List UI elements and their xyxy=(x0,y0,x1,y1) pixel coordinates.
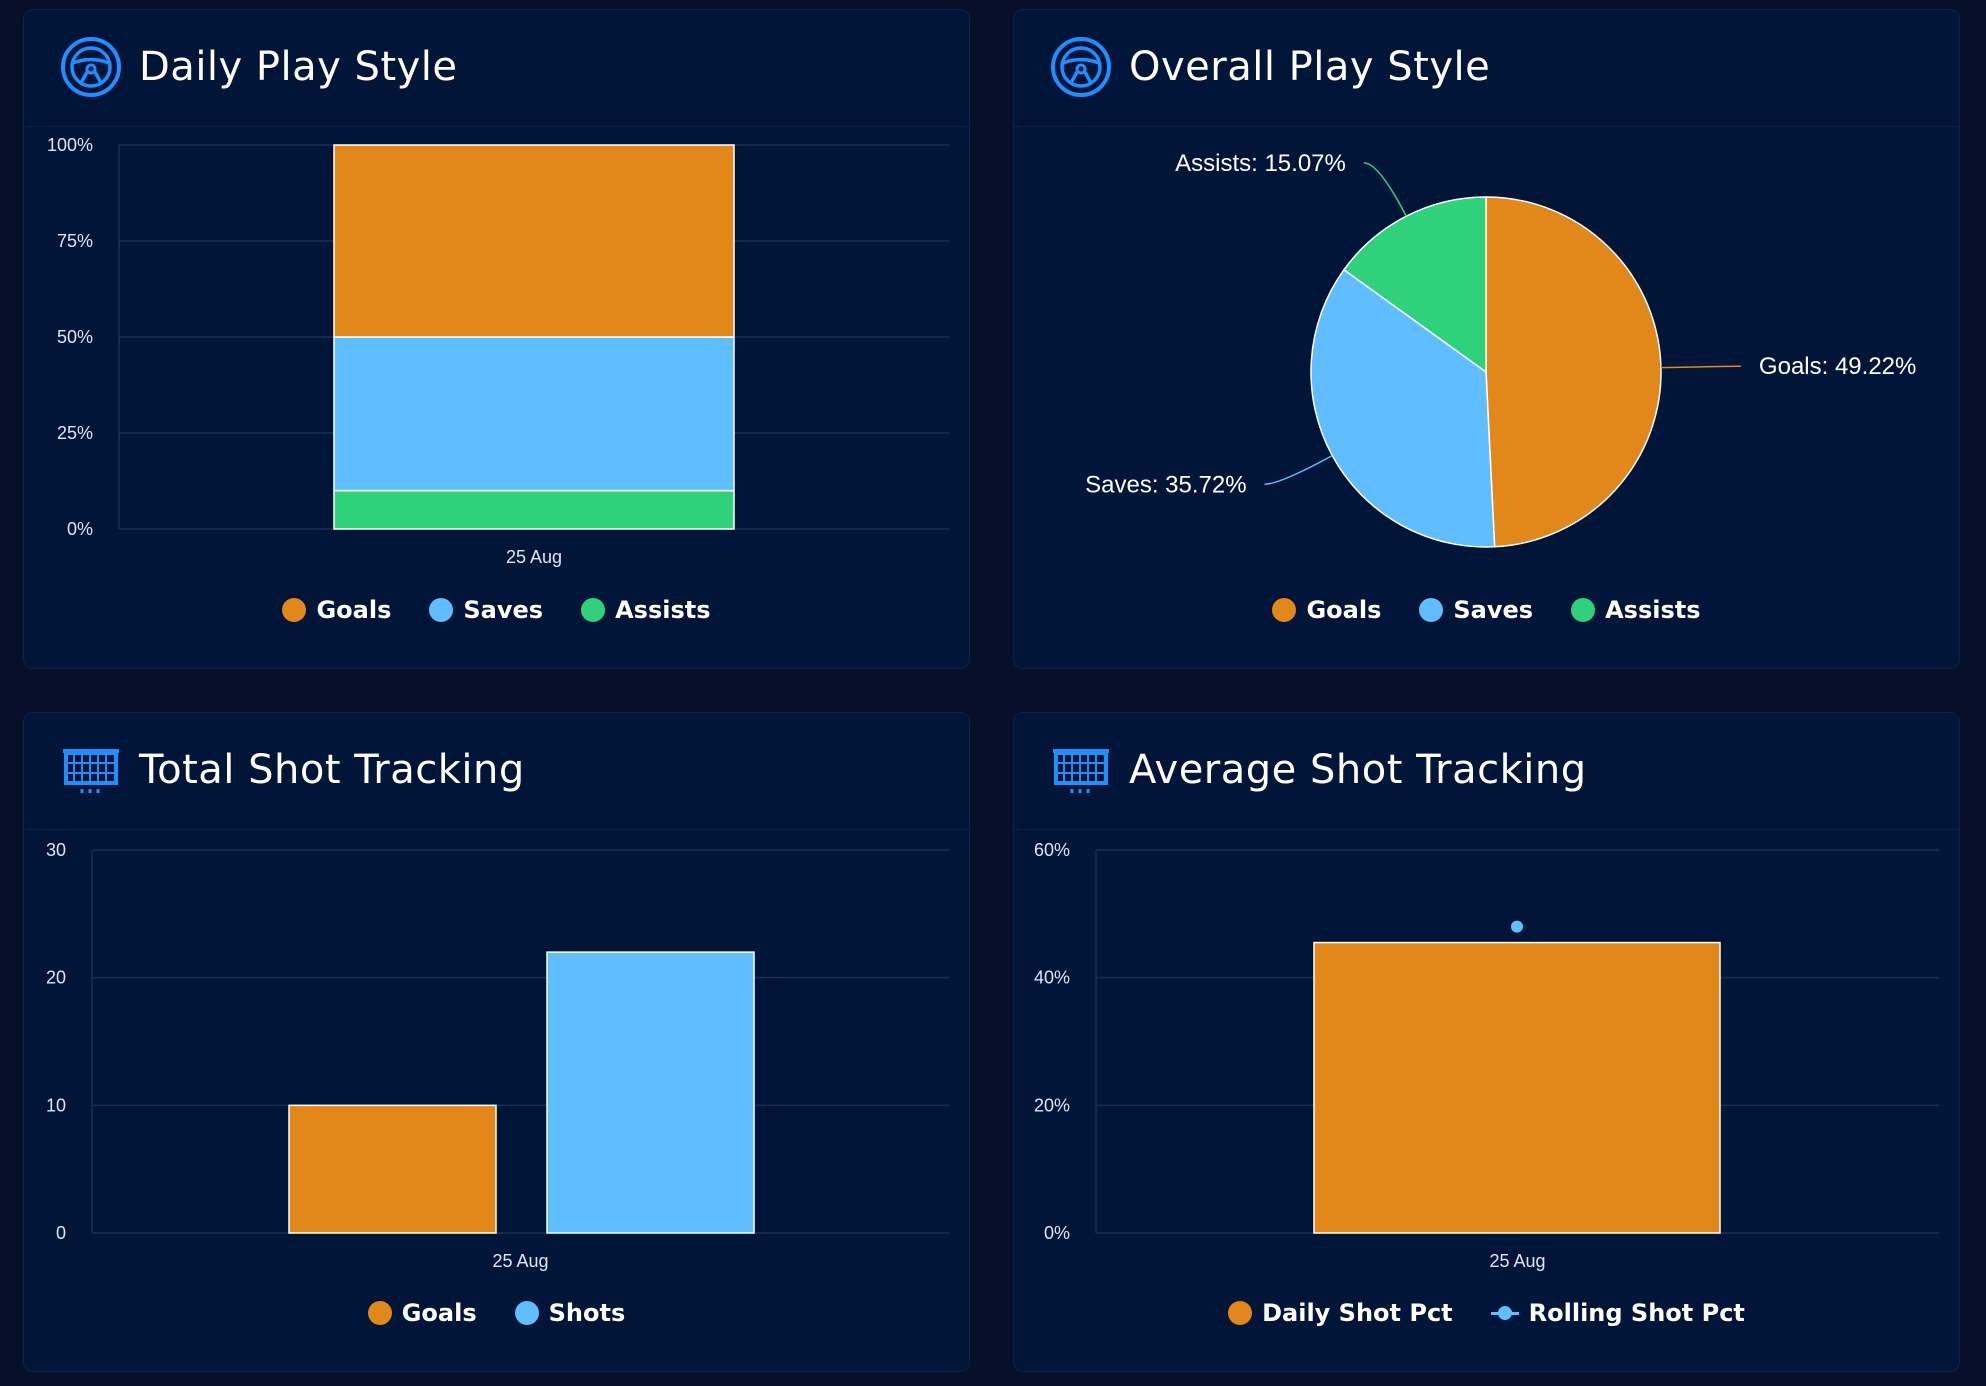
legend-label: Saves xyxy=(1453,596,1534,624)
total-shot-tracking-panel: Total Shot Tracking 0 10 20 30 25 Aug Goals … xyxy=(23,712,970,1372)
legend-swatch xyxy=(429,598,454,622)
legend-label: Rolling Shot Pct xyxy=(1528,1299,1745,1327)
goal-net-icon xyxy=(63,749,119,793)
y-tick-label: 25% xyxy=(57,423,93,443)
average-shot-tracking-chart: 0% 20% 40% 60% 25 Aug xyxy=(1034,840,1939,1271)
legend-swatch xyxy=(1272,598,1297,622)
legend-item-saves[interactable]: Saves xyxy=(429,596,543,624)
panel-header: Total Shot Tracking xyxy=(24,713,969,830)
legend-label: Goals xyxy=(316,596,392,624)
legend-swatch xyxy=(514,1301,539,1325)
y-tick-label: 0% xyxy=(67,519,93,539)
goal-net-icon xyxy=(1053,749,1109,793)
daily-play-style-chart: 0% 25% 50% 75% 100% 25 Aug xyxy=(47,135,949,567)
overall-play-style-panel: Overall Play Style Goals: 49.22% Saves: 3… xyxy=(1013,9,1960,669)
bar-segment-goals xyxy=(333,144,735,338)
legend-swatch xyxy=(1419,598,1444,622)
legend-item-shots[interactable]: Shots xyxy=(514,1299,626,1327)
pie-data-label: Goals: 49.22% xyxy=(1759,353,1916,380)
y-tick-label: 40% xyxy=(1034,968,1070,988)
legend-item-goals[interactable]: Goals xyxy=(367,1299,477,1327)
steering-wheel-icon xyxy=(61,37,121,97)
legend-label: Saves xyxy=(463,596,544,624)
x-tick-label: 25 Aug xyxy=(506,547,562,567)
y-tick-label: 100% xyxy=(47,135,93,155)
pie-label-connector xyxy=(1660,365,1741,369)
chart-legend: Goals Saves Assists xyxy=(1014,596,1959,624)
pie-label-connector xyxy=(1264,454,1333,486)
legend-label: Daily Shot Pct xyxy=(1262,1299,1453,1327)
bar-segment-assists xyxy=(333,489,735,530)
x-tick-label: 25 Aug xyxy=(1489,1251,1545,1271)
legend-item-saves[interactable]: Saves xyxy=(1419,596,1533,624)
pie-data-label: Assists: 15.07% xyxy=(1175,150,1346,177)
daily-play-style-panel: Daily Play Style 0% 25% 50% 75% 100% 25 Aug G… xyxy=(23,9,970,669)
chart-legend: Goals Saves Assists xyxy=(24,596,969,624)
panel-header: Daily Play Style xyxy=(24,10,969,127)
legend-label: Shots xyxy=(548,1299,626,1327)
chart-legend: Goals Shots xyxy=(24,1299,969,1327)
legend-line-marker xyxy=(1490,1301,1519,1325)
pie-data-label: Saves: 35.72% xyxy=(1085,471,1246,498)
panel-title: Daily Play Style xyxy=(139,44,458,90)
y-tick-label: 60% xyxy=(1034,840,1070,860)
total-shot-tracking-chart: 0 10 20 30 25 Aug xyxy=(46,840,949,1271)
point-rolling-shot-pct xyxy=(1511,920,1523,933)
legend-item-assists[interactable]: Assists xyxy=(581,596,711,624)
legend-swatch xyxy=(367,1301,392,1325)
pie-slice-goals xyxy=(1485,196,1662,548)
chart-legend: Daily Shot Pct Rolling Shot Pct xyxy=(1014,1299,1959,1327)
y-tick-label: 75% xyxy=(57,231,93,251)
legend-swatch xyxy=(1228,1301,1253,1325)
legend-swatch xyxy=(282,598,307,622)
panel-title: Overall Play Style xyxy=(1129,44,1491,90)
legend-label: Goals xyxy=(1306,596,1382,624)
y-tick-label: 20 xyxy=(46,968,66,988)
legend-item-daily-shot-pct[interactable]: Daily Shot Pct xyxy=(1228,1299,1453,1327)
legend-swatch xyxy=(1571,598,1596,622)
pie-slice-assists xyxy=(1342,196,1487,374)
y-tick-label: 0% xyxy=(1044,1223,1070,1243)
panel-title: Total Shot Tracking xyxy=(139,747,525,793)
legend-item-goals[interactable]: Goals xyxy=(1272,596,1381,624)
y-tick-label: 20% xyxy=(1034,1095,1070,1115)
bar-segment-saves xyxy=(333,336,735,492)
y-tick-label: 10 xyxy=(46,1095,66,1115)
legend-item-assists[interactable]: Assists xyxy=(1571,596,1701,624)
average-shot-tracking-panel: Average Shot Tracking 0% 20% 40% 60% 25 Aug … xyxy=(1013,712,1960,1372)
legend-label: Goals xyxy=(401,1299,477,1327)
y-tick-label: 30 xyxy=(46,840,66,860)
legend-swatch xyxy=(581,598,606,622)
pie-label-connector xyxy=(1363,162,1407,217)
pie-slice-saves xyxy=(1310,268,1496,548)
legend-label: Assists xyxy=(615,596,711,624)
overall-play-style-chart: Goals: 49.22% Saves: 35.72% Assists: 15.07… xyxy=(1085,150,1916,548)
bar-daily-shot-pct xyxy=(1313,941,1721,1234)
x-tick-label: 25 Aug xyxy=(492,1251,548,1271)
bar-goals xyxy=(288,1104,497,1234)
bar-shots xyxy=(546,951,755,1234)
panel-header: Overall Play Style xyxy=(1014,10,1959,127)
panel-header: Average Shot Tracking xyxy=(1014,713,1959,830)
legend-item-goals[interactable]: Goals xyxy=(282,596,391,624)
steering-wheel-icon xyxy=(1051,37,1111,97)
panel-title: Average Shot Tracking xyxy=(1129,747,1587,793)
y-tick-label: 0 xyxy=(56,1223,66,1243)
y-tick-label: 50% xyxy=(57,327,93,347)
legend-label: Assists xyxy=(1605,596,1701,624)
legend-item-rolling-shot-pct[interactable]: Rolling Shot Pct xyxy=(1490,1299,1745,1327)
